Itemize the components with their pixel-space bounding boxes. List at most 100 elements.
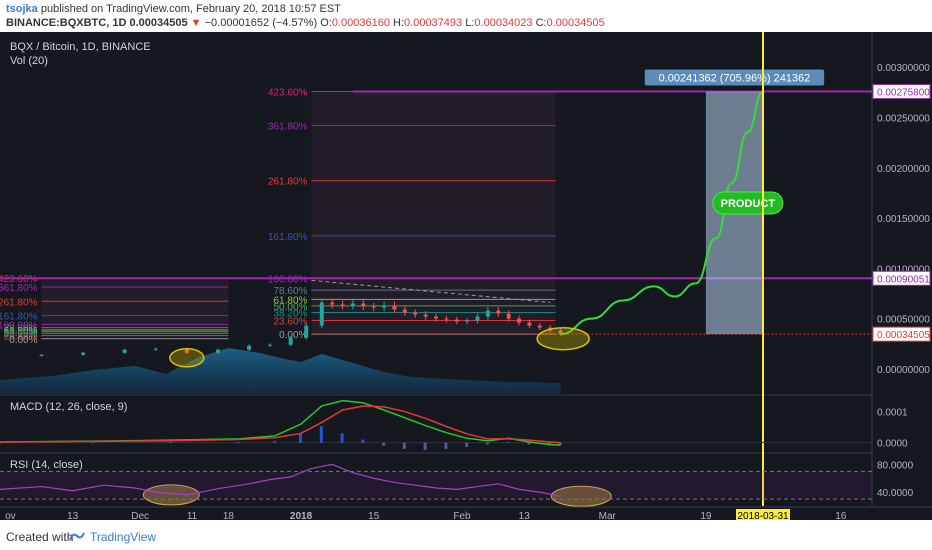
time-axis-tick-highlight: 2018-03-31 [737, 511, 789, 520]
macd-histogram-bar [299, 433, 303, 443]
fib-large-level-label: 100.00% [268, 274, 308, 285]
candle-body [330, 302, 335, 305]
price-badge-label: 0.00090051 [877, 274, 930, 285]
macd-histogram-bar [0, 442, 1, 444]
candle-body [382, 305, 387, 308]
price-change: −0.00001652 (−4.57%) [204, 17, 318, 29]
chart-area[interactable]: 423.60% 361.80% 261.80% 161.80% 100.00% 78.60… [0, 32, 932, 522]
macd-histogram-bar [527, 442, 531, 445]
time-axis-tick: 16 [835, 511, 847, 520]
publish-line: tsojka published on TradingView.com, Feb… [6, 3, 341, 15]
candle-body [122, 349, 127, 353]
candle-body [371, 306, 376, 308]
tradingview-brand[interactable]: TradingView [90, 530, 157, 544]
fib-small-level-label: 361.80% [0, 283, 38, 294]
fib-large-level-label: 78.60% [274, 286, 308, 297]
highlight-ellipse-rsi-dec[interactable] [142, 484, 200, 506]
macd-histogram-bar [382, 442, 386, 446]
candle-body [402, 309, 407, 313]
high-label: H: [393, 17, 405, 29]
candle-body [304, 325, 309, 338]
price-axis-tick: 0.00150000 [877, 214, 930, 225]
grid-lines [0, 32, 873, 506]
candle-body [496, 310, 501, 314]
fib-small-bg [41, 278, 229, 339]
high-value: 0.00037493 [404, 17, 463, 29]
created-with-text: Created with [6, 530, 74, 544]
open-label: O: [320, 17, 332, 29]
signal-line [0, 405, 561, 444]
time-axis[interactable]: ov 13 Dec 11 18 2018 15 Feb 13 Mar 19 2018-03-31 16 [0, 506, 932, 522]
price-axis-tick: 0.00200000 [877, 164, 930, 175]
candle-body [392, 305, 397, 310]
trend-line[interactable] [311, 279, 551, 303]
change-arrow-icon: ▼ [190, 17, 202, 29]
highlight-ellipse-current[interactable] [536, 326, 590, 351]
candle-body [153, 348, 158, 350]
price-badge-bg [872, 84, 931, 100]
candle-body [413, 312, 418, 315]
fib-small-level-label: 78.60% [4, 324, 38, 335]
candle-body [350, 303, 355, 306]
candle-body [216, 349, 220, 353]
volume-area-fill [0, 348, 561, 394]
projection-path[interactable] [560, 90, 764, 336]
macd-histogram-bar [361, 439, 365, 443]
price-badge-bg [872, 326, 931, 342]
time-axis-tick: ov [5, 511, 16, 520]
candle-body [81, 352, 86, 355]
fib-large-level-label: 50.00% [274, 302, 308, 313]
time-axis-tick: Feb [453, 511, 471, 520]
footer: Created with TradingView [0, 520, 932, 550]
candle-body [558, 330, 563, 335]
macd-histogram-bar [402, 442, 406, 449]
fib-small-level-label: 38.20% [4, 329, 38, 340]
projection-drawing[interactable]: PRODUCT [560, 90, 784, 336]
candle-body [319, 302, 324, 326]
last-price: 0.00034505 [129, 17, 188, 29]
product-callout-label: PRODUCT [721, 198, 776, 210]
published-text: published on TradingView.com, February 2… [40, 3, 341, 15]
fib-large-level-label: 261.80% [268, 177, 308, 188]
macd-histogram-bar [465, 442, 469, 448]
macd-histogram-bar [485, 442, 489, 445]
volume-label: Vol (20) [10, 55, 48, 67]
price-axis-tick: 0.00300000 [877, 63, 930, 74]
chart-header: tsojka published on TradingView.com, Feb… [0, 0, 932, 32]
price-series [39, 298, 563, 357]
fib-retracement-small[interactable]: 423.60%361.80% 261.80% 161.80%100.00%78.60… [0, 274, 229, 346]
macd-histogram-bar [506, 442, 510, 444]
price-axis-bg [873, 32, 932, 506]
macd-histogram-bar [273, 440, 277, 443]
candle-body [527, 322, 532, 326]
fib-small-level-label: 161.80% [0, 312, 38, 323]
fib-small-level-label: 50.00% [4, 328, 38, 339]
rsi-band [0, 471, 872, 500]
candle-body [184, 348, 189, 353]
candle-body [485, 310, 490, 317]
candle-body [340, 304, 345, 306]
highlight-ellipses[interactable] [142, 326, 612, 507]
time-axis-tick: 13 [67, 511, 79, 520]
price-chart[interactable]: 423.60%361.80%261.80%161.80%100.00%78.60… [0, 32, 932, 522]
price-badge-bg [872, 270, 931, 286]
time-axis-tick: 18 [223, 511, 235, 520]
fib-large-level-label: 161.80% [268, 232, 308, 243]
fib-retracement-large[interactable]: 423.60% 361.80% 261.80% 161.80% 100.00%78.60… [268, 88, 556, 342]
candle-body [454, 319, 459, 322]
close-value: 0.00034505 [546, 17, 605, 29]
fib-large-bg [311, 91, 556, 335]
macd-histogram-bar [423, 442, 427, 450]
highlight-ellipse-december[interactable] [169, 348, 205, 368]
chart-title: BQX / Bitcoin, 1D, BINANCE [10, 41, 151, 53]
author-link[interactable]: tsojka [6, 3, 38, 15]
fib-small-level-label: 423.60% [0, 274, 38, 285]
price-badge-label: 0.00034505 [877, 330, 930, 341]
product-callout-bubble[interactable] [712, 191, 784, 215]
rsi-pane [0, 463, 872, 500]
pane-labels: BQX / Bitcoin, 1D, BINANCE Vol (20) MACD (… [10, 41, 151, 471]
candle-body [465, 320, 470, 322]
highlight-ellipse-rsi-now[interactable] [550, 485, 612, 507]
candle-body [444, 318, 449, 320]
price-axis[interactable]: 0.00300000 0.00250000 0.00200000 0.00150000… [872, 32, 932, 506]
